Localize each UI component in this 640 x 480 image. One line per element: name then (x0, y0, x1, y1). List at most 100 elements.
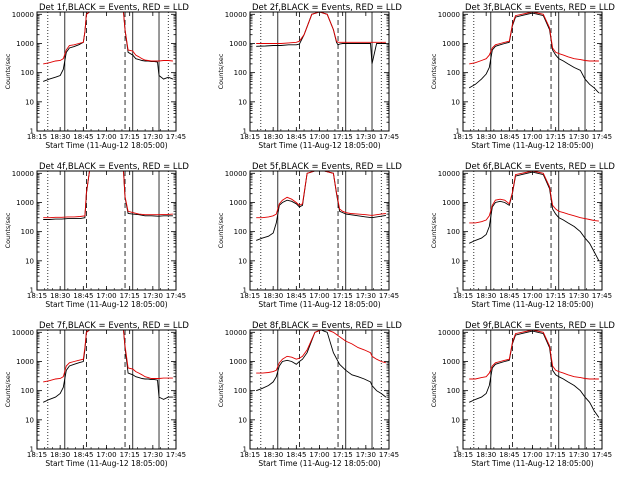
y-tick-label: 10 (25, 98, 34, 106)
x-tick-label: 18:45 (286, 451, 306, 459)
x-tick-label: 17:15 (120, 133, 140, 141)
y-tick-label: 1 (456, 128, 460, 136)
series-line (468, 12, 600, 94)
x-tick-label: 17:15 (333, 292, 353, 300)
chart-title: Det 1f,BLACK = Events, RED = LLD (39, 3, 189, 13)
y-tick-label: 1 (30, 128, 34, 136)
x-tick-label: 18:15 (453, 451, 473, 459)
x-tick-label: 18:45 (73, 292, 93, 300)
x-tick-label: 17:45 (592, 451, 612, 459)
x-tick-label: 17:00 (96, 292, 116, 300)
y-tick-label: 10000 (225, 329, 247, 337)
x-tick-label: 17:00 (522, 451, 542, 459)
y-tick-label: 1000 (229, 358, 247, 366)
x-tick-label: 17:00 (309, 133, 329, 141)
y-tick-label: 10000 (225, 170, 247, 178)
y-tick-label: 100 (21, 228, 34, 236)
y-axis-label: Counts/sec (430, 212, 438, 248)
x-tick-label: 17:30 (356, 133, 376, 141)
chart-title: Det 5f,BLACK = Events, RED = LLD (252, 162, 402, 172)
x-tick-label: 17:45 (379, 451, 399, 459)
x-axis-label: Start Time (11-Aug-12 18:05:00) (258, 459, 380, 468)
chart-panel: Det 2f,BLACK = Events, RED = LLD Counts/s… (217, 3, 402, 150)
x-tick-label: 17:15 (333, 451, 353, 459)
x-tick-label: 17:30 (569, 292, 589, 300)
y-tick-label: 1000 (16, 199, 34, 207)
x-tick-label: 18:15 (27, 292, 47, 300)
y-tick-label: 1000 (229, 199, 247, 207)
series-line (43, 12, 174, 82)
plot-frame (36, 170, 177, 291)
x-tick-label: 17:30 (569, 451, 589, 459)
y-axis-label: Counts/sec (430, 371, 438, 407)
chart-panel: Det 6f,BLACK = Events, RED = LLD Counts/s… (430, 162, 615, 309)
y-tick-label: 10000 (438, 329, 460, 337)
y-axis-label: Counts/sec (4, 53, 12, 89)
series-line (469, 12, 599, 65)
y-tick-label: 10000 (12, 11, 34, 19)
series-line (469, 171, 599, 224)
x-tick-label: 18:15 (240, 451, 260, 459)
y-tick-label: 10000 (225, 11, 247, 19)
x-axis-label: Start Time (11-Aug-12 18:05:00) (45, 141, 167, 150)
series-line (256, 12, 386, 64)
y-tick-label: 100 (21, 387, 34, 395)
y-tick-label: 100 (447, 387, 460, 395)
series-line (256, 171, 386, 219)
plot-frame (249, 329, 390, 450)
y-tick-label: 100 (234, 228, 247, 236)
y-tick-label: 10000 (12, 329, 34, 337)
x-tick-label: 17:30 (356, 292, 376, 300)
chart-panel: Det 1f,BLACK = Events, RED = LLD Counts/s… (4, 3, 189, 150)
series-line (256, 330, 387, 398)
chart-panel: Det 4f,BLACK = Events, RED = LLD Counts/s… (4, 162, 189, 309)
y-tick-label: 100 (21, 69, 34, 77)
x-axis-label: Start Time (11-Aug-12 18:05:00) (45, 300, 167, 309)
plot-frame (36, 11, 177, 132)
y-tick-label: 10 (25, 257, 34, 265)
x-tick-label: 17:15 (546, 292, 566, 300)
x-tick-label: 18:30 (50, 451, 70, 459)
y-tick-label: 1 (243, 128, 247, 136)
series-line (43, 330, 173, 383)
x-axis-label: Start Time (11-Aug-12 18:05:00) (258, 300, 380, 309)
x-tick-label: 18:15 (27, 451, 47, 459)
x-axis-label: Start Time (11-Aug-12 18:05:00) (258, 141, 380, 150)
x-tick-label: 18:30 (476, 133, 496, 141)
y-tick-label: 10 (451, 257, 460, 265)
x-tick-label: 18:15 (453, 133, 473, 141)
x-axis-label: Start Time (11-Aug-12 18:05:00) (45, 459, 167, 468)
x-tick-label: 17:45 (379, 292, 399, 300)
x-tick-label: 17:15 (546, 133, 566, 141)
x-tick-label: 17:45 (166, 292, 186, 300)
chart-title: Det 7f,BLACK = Events, RED = LLD (39, 321, 189, 331)
y-tick-label: 1000 (442, 358, 460, 366)
x-tick-label: 17:15 (120, 451, 140, 459)
x-tick-label: 17:45 (592, 292, 612, 300)
x-tick-label: 17:00 (96, 133, 116, 141)
plot-frame (249, 170, 390, 291)
y-tick-label: 1000 (442, 199, 460, 207)
y-tick-label: 1000 (16, 40, 34, 48)
y-axis-label: Counts/sec (217, 371, 225, 407)
x-axis-label: Start Time (11-Aug-12 18:05:00) (471, 141, 593, 150)
plot-frame (462, 170, 603, 291)
x-tick-label: 17:00 (522, 292, 542, 300)
x-tick-label: 18:45 (499, 133, 519, 141)
y-axis-label: Counts/sec (4, 212, 12, 248)
x-tick-label: 17:00 (96, 451, 116, 459)
y-tick-label: 10 (25, 416, 34, 424)
series-line (256, 171, 386, 241)
plot-frame (36, 329, 177, 450)
x-tick-label: 17:30 (143, 292, 163, 300)
chart-title: Det 3f,BLACK = Events, RED = LLD (465, 3, 615, 13)
chart-panel: Det 3f,BLACK = Events, RED = LLD Counts/s… (430, 3, 615, 150)
x-tick-label: 18:45 (499, 451, 519, 459)
chart-title: Det 6f,BLACK = Events, RED = LLD (465, 162, 615, 172)
y-tick-label: 10000 (438, 170, 460, 178)
y-axis-label: Counts/sec (4, 371, 12, 407)
x-tick-label: 18:30 (263, 133, 283, 141)
x-tick-label: 17:15 (546, 451, 566, 459)
y-tick-label: 10 (451, 98, 460, 106)
